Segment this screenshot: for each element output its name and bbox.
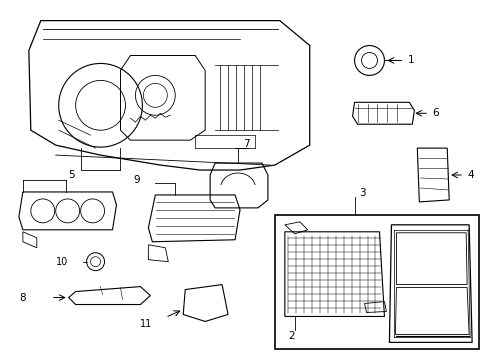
Text: 3: 3 <box>359 188 366 198</box>
Text: 10: 10 <box>56 257 68 267</box>
Text: 2: 2 <box>287 332 294 341</box>
Text: 5: 5 <box>68 170 75 180</box>
Text: 11: 11 <box>140 319 152 329</box>
Bar <box>274 215 478 349</box>
Text: 7: 7 <box>243 139 249 149</box>
Text: 1: 1 <box>407 55 413 66</box>
Text: 4: 4 <box>466 170 473 180</box>
Text: 6: 6 <box>431 108 438 118</box>
Text: 8: 8 <box>19 293 25 302</box>
Text: 9: 9 <box>134 175 140 185</box>
